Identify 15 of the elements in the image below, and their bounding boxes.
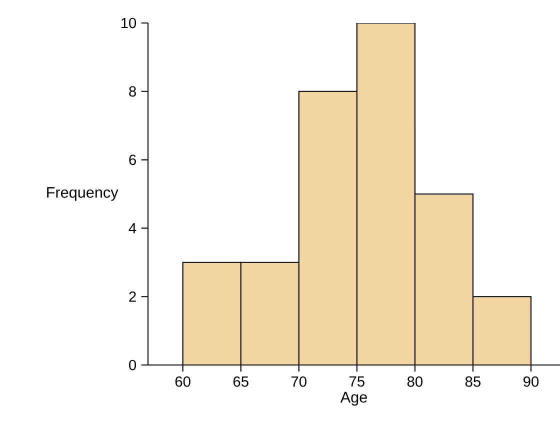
y-tick-label: 10 xyxy=(121,18,136,28)
y-tick-label: 0 xyxy=(129,360,136,370)
y-tick-label: 6 xyxy=(129,154,136,165)
x-tick-label: 75 xyxy=(350,376,364,387)
y-tick-label: 4 xyxy=(128,223,136,234)
x-tick-label: 65 xyxy=(233,376,248,387)
x-axis-title: Age xyxy=(340,392,367,406)
y-tick-label: 8 xyxy=(129,86,136,97)
x-tick-label: 60 xyxy=(175,376,190,387)
x-tick-label: 70 xyxy=(291,376,306,387)
x-tick-label: 85 xyxy=(465,376,480,387)
x-tick-label: 90 xyxy=(524,376,539,387)
x-tick-label: 80 xyxy=(407,376,422,387)
y-tick-label: 2 xyxy=(129,291,136,302)
y-axis-title: Frequency xyxy=(47,187,118,201)
